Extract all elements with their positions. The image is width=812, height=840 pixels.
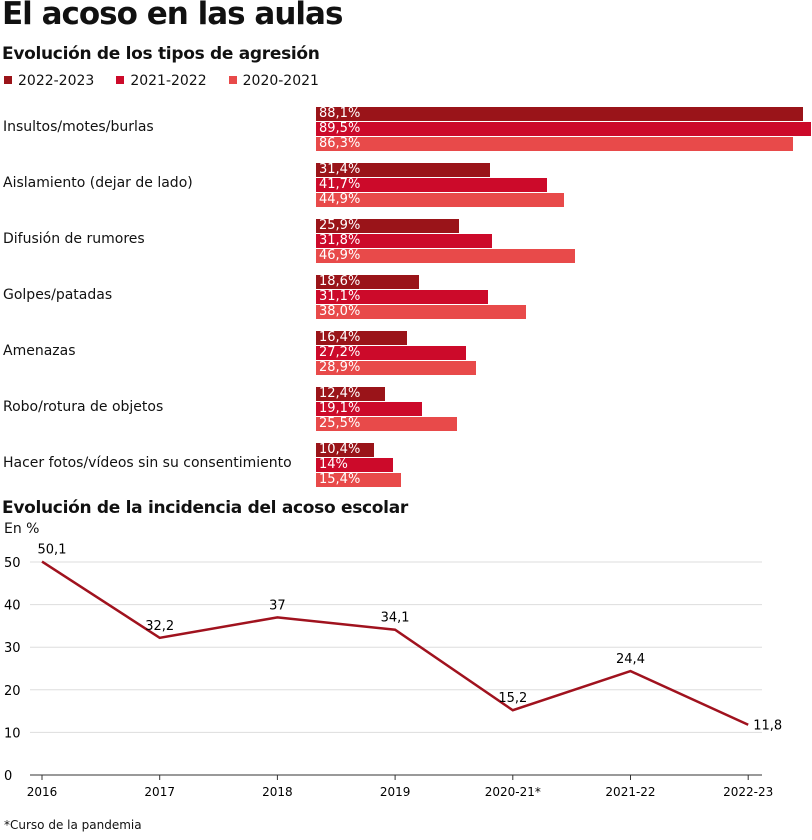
bar: 16,4% [316,331,407,345]
legend-swatch [228,76,237,84]
bar: 19,1% [316,402,422,416]
x-tick-label: 2020-21* [485,785,541,799]
footnote: *Curso de la pandemia [4,818,142,832]
category-label: Aislamiento (dejar de lado) [3,175,193,191]
y-tick-label: 0 [4,769,12,784]
legend-label: 2020-2021 [242,73,319,89]
bar-chart-title: Evolución de los tipos de agresión [2,44,320,64]
x-tick-label: 2018 [262,785,293,799]
x-tick-label: 2021-22 [605,785,655,799]
x-tick-label: 2017 [144,785,175,799]
bar: 44,9% [316,193,565,207]
bar: 86,3% [316,137,794,151]
bar: 46,9% [316,249,576,263]
category-label: Hacer fotos/vídeos sin su consentimiento [3,455,292,471]
category-label: Difusión de rumores [3,231,145,247]
y-axis-label: En % [4,521,40,537]
bar: 14% [316,458,394,472]
data-label: 34,1 [381,611,410,626]
page-title: El acoso en las aulas [2,0,343,32]
bar: 41,7% [316,178,547,192]
bar: 10,4% [316,443,374,457]
legend: 2022-2023 2021-2022 2020-2021 [4,73,319,89]
x-tick-label: 2022-23 [723,785,773,799]
bar: 31,4% [316,163,490,177]
legend-swatch [116,76,125,84]
bar: 27,2% [316,346,467,360]
category-label: Golpes/patadas [3,287,113,303]
y-tick-label: 40 [4,599,21,614]
legend-label: 2021-2022 [130,73,207,89]
bar: 88,1% [316,107,804,121]
legend-item: 2021-2022 [116,73,207,89]
category-label: Insultos/motes/burlas [3,119,154,135]
bar: 31,1% [316,290,488,304]
bar: 25,9% [316,219,460,233]
legend-item: 2022-2023 [4,73,94,89]
series-line [41,560,749,726]
data-label: 11,8 [753,719,782,734]
category-label: Amenazas [3,343,76,359]
bar: 12,4% [316,387,385,401]
data-label: 32,2 [145,619,174,634]
data-label: 15,2 [498,691,527,706]
data-label: 24,4 [616,652,645,667]
bar: 25,5% [316,417,458,431]
bar: 31,8% [316,234,492,248]
x-tick-label: 2019 [380,785,411,799]
bar: 15,4% [316,473,402,487]
legend-swatch [4,76,12,84]
legend-label: 2022-2023 [18,73,95,89]
line-chart-title: Evolución de la incidencia del acoso esc… [2,498,408,518]
y-tick-label: 30 [4,641,21,656]
bar: 28,9% [316,361,476,375]
category-label: Robo/rotura de objetos [3,399,164,415]
bar: 89,5% [316,122,811,136]
y-tick-label: 10 [4,726,21,741]
x-tick-label: 2016 [27,785,58,799]
data-label: 50,1 [38,543,67,558]
y-tick-label: 20 [4,684,21,699]
bar: 38,0% [316,305,527,319]
data-label: 37 [269,598,286,613]
y-tick-label: 50 [4,556,21,571]
bar: 18,6% [316,275,419,289]
legend-item: 2020-2021 [228,73,319,89]
